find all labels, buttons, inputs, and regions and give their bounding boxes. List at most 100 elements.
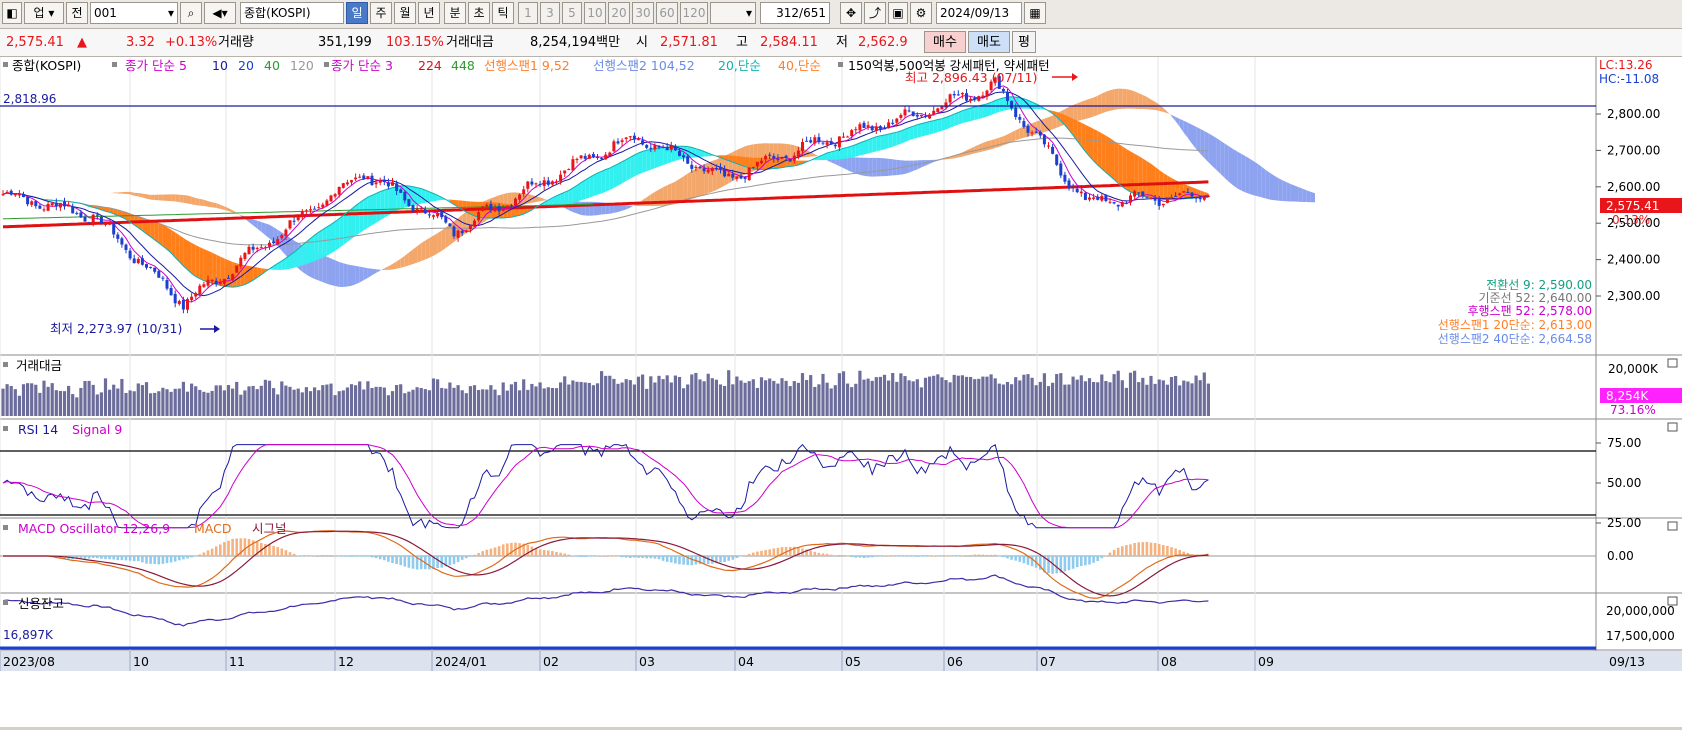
volume-bar (379, 387, 382, 416)
cloud-segment (999, 136, 1003, 147)
interval-5[interactable]: 5 (562, 2, 582, 24)
legend-ma120: 120 (290, 58, 314, 73)
period-second[interactable]: 초 (468, 2, 490, 24)
legend-ma-group2[interactable]: 종가 단순 3 (331, 58, 393, 73)
save-icon[interactable]: ▣ (888, 2, 908, 24)
macd-osc-bar (305, 556, 308, 557)
interval-120[interactable]: 120 (680, 2, 708, 24)
band-segment (196, 245, 200, 279)
price-tick-label: 2,700.00 (1607, 143, 1660, 157)
draw-icon[interactable]: ⤴ (864, 2, 886, 24)
move-icon[interactable]: ✥ (840, 2, 862, 24)
legend-span2[interactable]: 선행스팬2 104,52 (593, 58, 695, 73)
interval-3[interactable]: 3 (540, 2, 560, 24)
chart-area[interactable]: 2,818.96 LC:13.26 HC:-11.08 종합(KOSPI) 종가… (0, 57, 1682, 727)
avg-button[interactable]: 평 (1012, 31, 1036, 53)
volume-bar (198, 390, 201, 416)
macd-osc-bar (732, 556, 735, 560)
chart-menu-icon[interactable]: ◧ (2, 2, 22, 24)
macd-osc-bar (682, 556, 685, 565)
macd-osc-bar (1158, 544, 1161, 556)
chart-svg[interactable]: 2,818.96 LC:13.26 HC:-11.08 종합(KOSPI) 종가… (0, 57, 1682, 727)
interval-60[interactable]: 60 (656, 2, 678, 24)
volume-bar (399, 384, 402, 416)
legend-span1[interactable]: 선행스팬1 9,52 (484, 58, 570, 73)
band-segment (971, 107, 975, 121)
band-segment (622, 160, 626, 184)
candle (559, 175, 562, 182)
legend-ma-group1[interactable]: 종가 단순 5 (125, 58, 187, 73)
legend-s20[interactable]: 20,단순 (718, 58, 761, 73)
x-tick-label: 07 (1040, 654, 1056, 669)
volume-bar (202, 392, 205, 416)
open-label: 시 (636, 29, 648, 56)
volume-bar (403, 393, 406, 416)
volume-bar (961, 375, 964, 416)
candle (596, 157, 599, 158)
band-segment (360, 200, 364, 233)
candle (772, 156, 775, 158)
count-field[interactable]: 312/651 (760, 2, 830, 24)
credit-title[interactable]: 신용잔고 (18, 596, 64, 611)
candle (166, 280, 169, 289)
buy-button[interactable]: 매수 (924, 31, 966, 53)
volume-bar (231, 389, 234, 416)
period-year[interactable]: 년 (418, 2, 440, 24)
candle (752, 167, 755, 168)
macd-osc-bar (481, 551, 484, 556)
macd-osc-bar (1166, 546, 1169, 556)
volume-bar (141, 385, 144, 416)
interval-30[interactable]: 30 (632, 2, 654, 24)
macd-osc-bar (223, 542, 226, 556)
chevron-down-icon[interactable]: ▾ (168, 3, 174, 23)
volume-bar (1031, 378, 1034, 416)
period-tick[interactable]: 틱 (492, 2, 514, 24)
interval-dropdown[interactable]: ▾ (710, 2, 756, 24)
candle (781, 157, 784, 159)
candle (202, 284, 205, 287)
candle (936, 108, 939, 112)
band-segment (204, 249, 208, 282)
period-month[interactable]: 월 (394, 2, 416, 24)
calendar-icon[interactable]: ▦ (1024, 2, 1046, 24)
interval-20[interactable]: 20 (608, 2, 630, 24)
interval-10[interactable]: 10 (584, 2, 606, 24)
candle (55, 203, 58, 207)
candle (280, 235, 283, 238)
cloud-segment (1307, 190, 1311, 202)
macd-osc-bar (371, 556, 374, 557)
candle (539, 184, 542, 185)
volume-bar (452, 388, 455, 416)
period-day[interactable]: 일 (346, 2, 368, 24)
search-icon[interactable]: ⌕ (180, 2, 202, 24)
x-tick-label: 10 (133, 654, 149, 669)
volume-bar (96, 394, 99, 416)
period-week[interactable]: 주 (370, 2, 392, 24)
market-select[interactable]: 업 ▾ (24, 2, 64, 24)
macd-osc-bar (736, 556, 739, 558)
macd-osc-bar (678, 556, 681, 564)
rsi-signal-label: Signal 9 (72, 422, 122, 437)
macd-osc-bar (1137, 542, 1140, 556)
volume-title[interactable]: 거래대금 (16, 358, 62, 373)
band-segment (766, 158, 770, 170)
legend-title[interactable]: 종합(KOSPI) (12, 58, 81, 73)
prev-button[interactable]: 전 (66, 2, 88, 24)
rsi-title[interactable]: RSI 14 (18, 422, 58, 437)
name-field[interactable]: 종합(KOSPI) (240, 2, 344, 24)
sell-button[interactable]: 매도 (968, 31, 1010, 53)
date-field[interactable]: 2024/09/13 (936, 2, 1022, 24)
candle (252, 247, 255, 250)
volume-bar (703, 381, 706, 416)
macd-title[interactable]: MACD Oscillator 12,26,9 (18, 521, 170, 536)
code-input[interactable]: 001▾ (90, 2, 178, 24)
volume-bar (969, 377, 972, 416)
rsi-tick-label: 50.00 (1607, 476, 1641, 490)
candle (1088, 198, 1091, 200)
macd-osc-bar (104, 556, 107, 559)
period-minute[interactable]: 분 (444, 2, 466, 24)
speaker-icon[interactable]: ◀▾ (204, 2, 236, 24)
legend-s40[interactable]: 40,단순 (778, 58, 821, 73)
gear-icon[interactable]: ⚙ (910, 2, 932, 24)
interval-1[interactable]: 1 (518, 2, 538, 24)
